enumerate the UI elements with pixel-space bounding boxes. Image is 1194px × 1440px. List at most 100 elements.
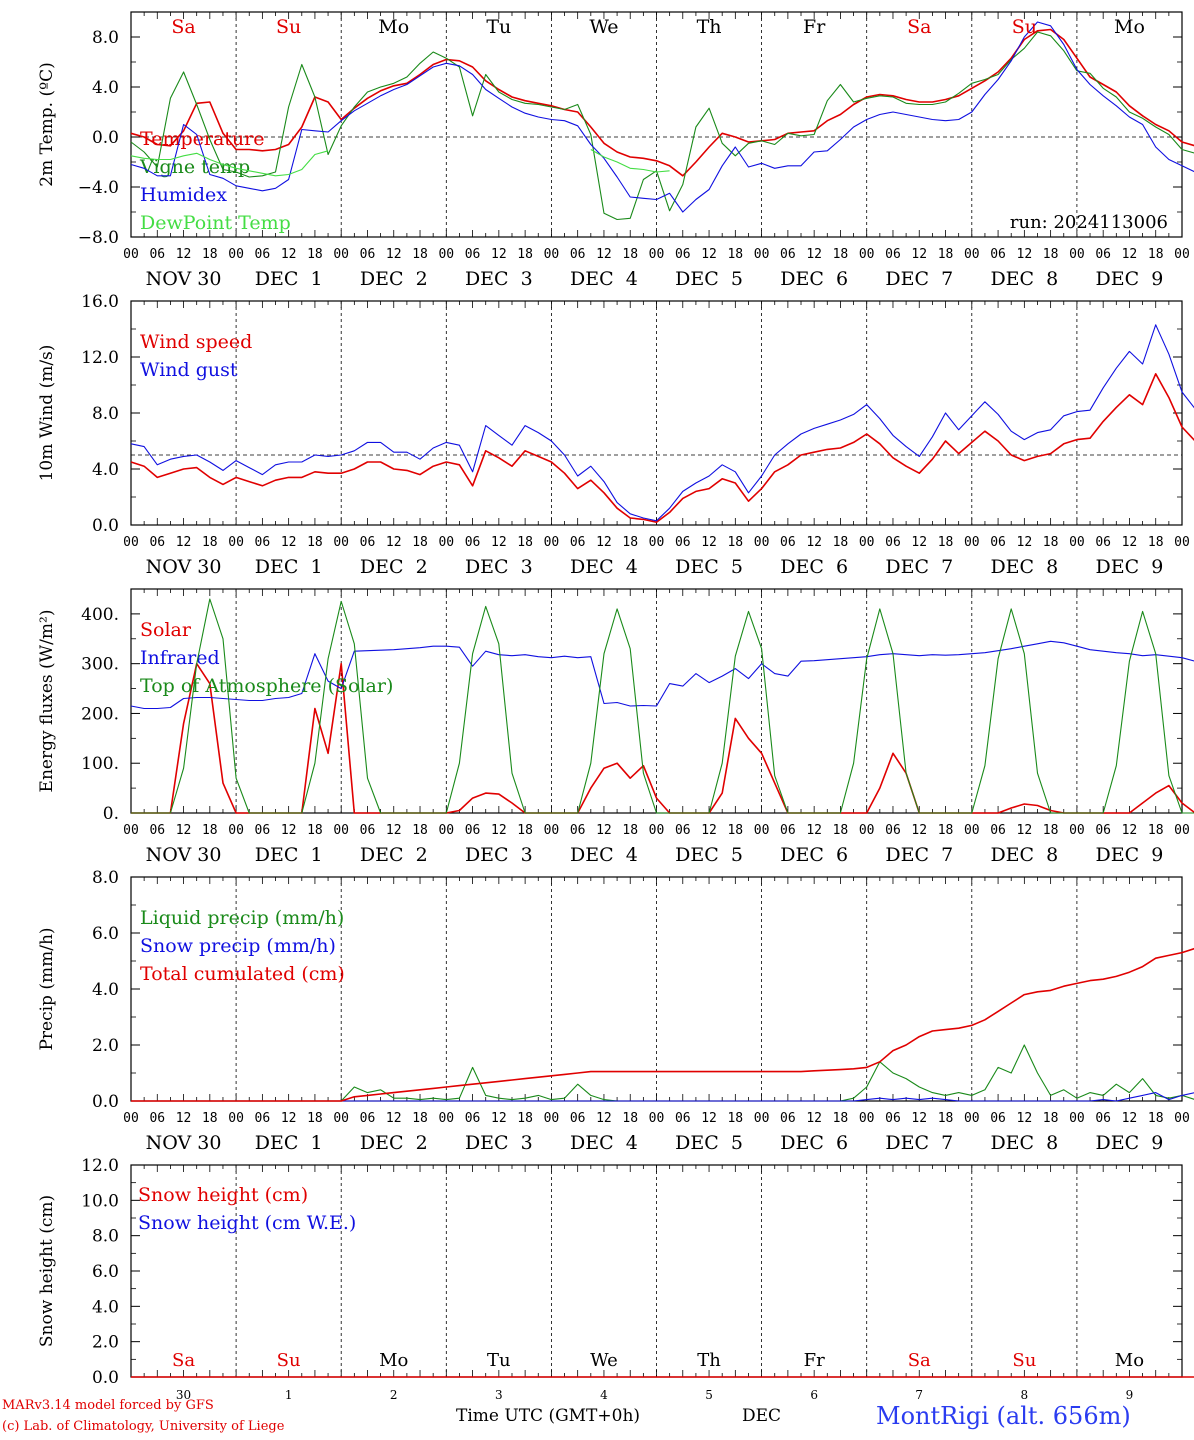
- weekday-label-bottom: Fr: [804, 1350, 825, 1371]
- x-hour-label: 00: [859, 823, 875, 838]
- x-hour-label: 12: [701, 1111, 717, 1126]
- x-date-label: DEC 9: [1096, 556, 1164, 578]
- series-line-red: [130, 28, 1194, 177]
- x-hour-label: 12: [1017, 823, 1033, 838]
- x-date-label: DEC 5: [675, 268, 743, 290]
- legend-entry: Wind speed: [140, 331, 252, 353]
- x-hour-label: 06: [255, 1111, 271, 1126]
- x-hour-label: 06: [570, 535, 586, 550]
- x-hour-label: 12: [176, 535, 192, 550]
- x-hour-label: 00: [544, 247, 560, 262]
- x-hour-label: 12: [1017, 1111, 1033, 1126]
- y-tick-label: 0.: [103, 804, 119, 824]
- x-hour-label: 18: [1148, 247, 1164, 262]
- x-hour-label: 18: [517, 535, 533, 550]
- x-hour-label: 00: [123, 1111, 139, 1126]
- day-number-label: 5: [705, 1388, 713, 1402]
- x-hour-label: 18: [202, 823, 218, 838]
- x-hour-label: 18: [727, 1111, 743, 1126]
- weekday-label-bottom: Su: [277, 1350, 301, 1371]
- x-hour-label: 12: [491, 535, 507, 550]
- x-hour-label: 06: [149, 1111, 165, 1126]
- x-date-label: DEC 5: [675, 1132, 743, 1154]
- x-hour-label: 00: [228, 247, 244, 262]
- x-hour-label: 12: [701, 247, 717, 262]
- x-hour-label: 06: [255, 247, 271, 262]
- x-hour-label: 00: [964, 535, 980, 550]
- x-hour-label: 06: [885, 1111, 901, 1126]
- x-date-label: DEC 1: [255, 844, 323, 866]
- x-date-label: DEC 4: [570, 1132, 638, 1154]
- x-hour-label: 00: [333, 1111, 349, 1126]
- x-hour-label: 18: [412, 535, 428, 550]
- x-hour-label: 12: [911, 535, 927, 550]
- x-hour-label: 12: [911, 823, 927, 838]
- x-hour-label: 00: [123, 823, 139, 838]
- x-hour-label: 12: [281, 1111, 297, 1126]
- x-hour-label: 12: [386, 247, 402, 262]
- x-hour-label: 12: [806, 823, 822, 838]
- x-hour-label: 18: [833, 247, 849, 262]
- legend-entry: Liquid precip (mm/h): [140, 907, 344, 929]
- x-hour-label: 12: [1017, 247, 1033, 262]
- x-hour-label: 00: [649, 823, 665, 838]
- x-hour-label: 18: [1148, 823, 1164, 838]
- x-hour-label: 12: [806, 535, 822, 550]
- x-hour-label: 00: [544, 1111, 560, 1126]
- day-number-label: 1: [285, 1388, 293, 1402]
- x-hour-label: 12: [281, 535, 297, 550]
- x-hour-label: 00: [859, 247, 875, 262]
- x-hour-label: 00: [1069, 535, 1085, 550]
- x-hour-label: 00: [859, 1111, 875, 1126]
- x-hour-label: 12: [386, 823, 402, 838]
- x-hour-label: 18: [1043, 823, 1059, 838]
- y-tick-label: −4.0: [78, 178, 119, 198]
- x-hour-label: 06: [360, 247, 376, 262]
- x-hour-label: 06: [675, 247, 691, 262]
- legend-entry: Snow height (cm): [138, 1184, 308, 1206]
- x-hour-label: 12: [281, 247, 297, 262]
- x-hour-label: 06: [675, 535, 691, 550]
- x-hour-label: 06: [1095, 535, 1111, 550]
- series-line-red: [131, 1376, 1194, 1378]
- x-date-label: DEC 4: [570, 844, 638, 866]
- x-hour-label: 12: [386, 535, 402, 550]
- x-date-label: DEC 4: [570, 268, 638, 290]
- x-hour-label: 00: [1069, 1111, 1085, 1126]
- x-hour-label: 00: [964, 1111, 980, 1126]
- day-number-label: 30: [176, 1388, 191, 1402]
- weekday-label-top: We: [589, 16, 618, 38]
- y-tick-label: 4.0: [92, 980, 119, 1000]
- x-hour-label: 00: [438, 1111, 454, 1126]
- x-hour-label: 00: [1174, 247, 1190, 262]
- x-hour-label: 06: [990, 247, 1006, 262]
- x-hour-label: 18: [412, 247, 428, 262]
- x-hour-label: 12: [596, 535, 612, 550]
- y-tick-label: 2.0: [92, 1036, 119, 1056]
- x-hour-label: 12: [1122, 535, 1138, 550]
- y-tick-label: 100.: [81, 754, 119, 774]
- x-date-label: DEC 5: [675, 844, 743, 866]
- x-hour-label: 18: [412, 823, 428, 838]
- x-hour-label: 12: [596, 1111, 612, 1126]
- x-hour-label: 00: [333, 247, 349, 262]
- y-axis-label: Precip (mm/h): [37, 927, 57, 1050]
- x-hour-label: 00: [544, 823, 560, 838]
- legend-entry: Top of Atmosphere (Solar): [140, 675, 393, 697]
- x-hour-label: 18: [727, 823, 743, 838]
- run-annotation: run: 2024113006: [1010, 212, 1168, 233]
- x-hour-label: 12: [1122, 823, 1138, 838]
- x-hour-label: 06: [885, 823, 901, 838]
- chart-panel-3: 400. 300. 200. 100. 0. Energy fluxes (W/m²) So…: [37, 588, 1194, 866]
- x-hour-label: 06: [360, 823, 376, 838]
- y-tick-label: 4.0: [92, 1297, 119, 1317]
- y-axis-label: 10m Wind (m/s): [37, 345, 57, 482]
- x-hour-label: 06: [1095, 823, 1111, 838]
- x-hour-label: 12: [176, 823, 192, 838]
- y-tick-label: 6.0: [92, 1262, 119, 1282]
- y-tick-label: 12.0: [81, 348, 119, 368]
- x-hour-label: 18: [1043, 247, 1059, 262]
- series-line-green: [131, 1044, 1194, 1102]
- x-date-label: DEC 4: [570, 556, 638, 578]
- x-hour-label: 18: [622, 1111, 638, 1126]
